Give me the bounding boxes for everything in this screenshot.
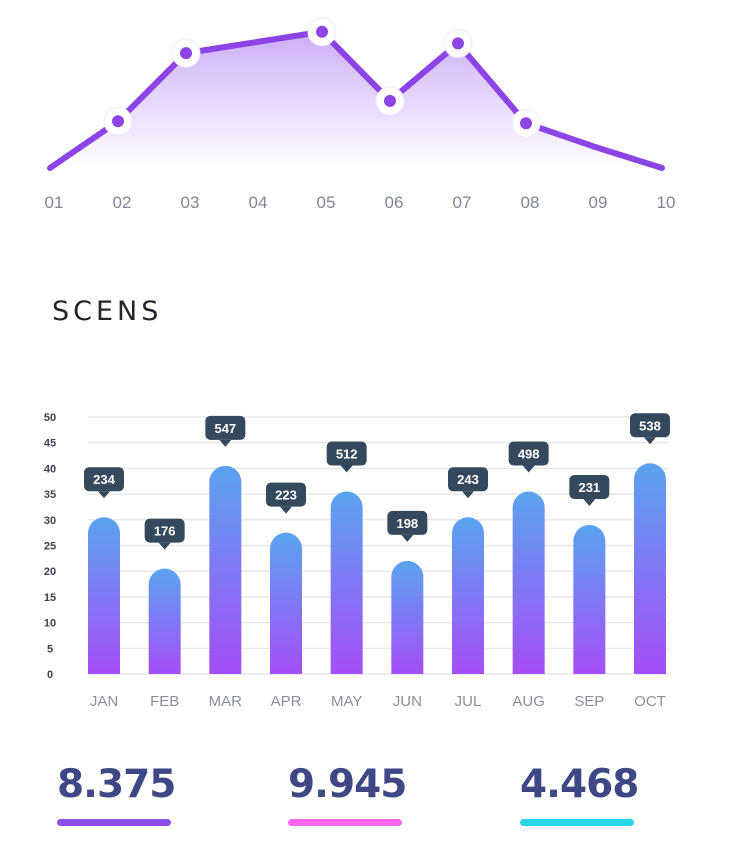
data-label-may: 512 (326, 441, 367, 473)
stat-value-2: 9.945 (288, 762, 407, 807)
stat-3: 4.468 (520, 762, 650, 826)
stat-2: 9.945 (288, 762, 418, 826)
y-tick-label: 10 (44, 618, 56, 630)
svg-text:231: 231 (578, 480, 600, 495)
x-tick-label: MAY (331, 693, 362, 710)
y-tick-label: 15 (44, 592, 56, 604)
data-point-06 (375, 86, 405, 116)
data-point-08 (511, 108, 541, 138)
y-tick-label: 25 (44, 541, 56, 553)
data-label-mar: 547 (205, 415, 246, 447)
x-tick-label: SEP (574, 693, 604, 710)
svg-text:223: 223 (275, 488, 297, 503)
stats-row: 8.375 9.945 4.468 (0, 762, 734, 842)
x-tick-label: 01 (45, 193, 64, 212)
y-tick-label: 5 (47, 643, 53, 655)
bar-jul (452, 517, 484, 674)
svg-text:243: 243 (457, 472, 479, 487)
line-chart: 01 02 03 04 05 06 07 08 09 10 (45, 17, 676, 212)
x-tick-label: 06 (385, 193, 404, 212)
y-tick-label: 30 (44, 515, 56, 527)
bar-apr (270, 532, 302, 674)
y-tick-label: 20 (44, 566, 56, 578)
x-tick-label: MAR (209, 693, 243, 710)
x-tick-label: JUL (455, 693, 482, 710)
bar-may (330, 491, 363, 674)
stat-underline-2 (288, 819, 402, 826)
y-tick-label: 45 (44, 438, 56, 450)
x-tick-label: JAN (90, 693, 118, 710)
x-tick-label: 04 (249, 193, 268, 212)
y-tick-label: 0 (47, 669, 53, 681)
data-label-jun: 198 (387, 510, 428, 542)
series-line (47, 28, 665, 171)
data-label-sep: 231 (569, 474, 610, 506)
data-point-05 (307, 17, 337, 47)
x-tick-label: 09 (589, 193, 608, 212)
x-tick-label: 08 (521, 193, 540, 212)
bar-oct (634, 463, 666, 674)
stat-underline-3 (520, 819, 634, 826)
bar-sep (573, 524, 606, 674)
x-tick-label: OCT (634, 693, 666, 710)
x-tick-label: 05 (317, 193, 336, 212)
x-tick-label: 02 (113, 193, 132, 212)
svg-text:512: 512 (336, 447, 358, 462)
svg-text:498: 498 (518, 447, 540, 462)
svg-text:198: 198 (396, 516, 418, 531)
svg-text:538: 538 (639, 418, 661, 433)
x-tick-label: AUG (512, 693, 545, 710)
stat-underline-1 (57, 819, 171, 826)
y-tick-label: 40 (44, 463, 56, 475)
svg-text:234: 234 (93, 472, 115, 487)
y-tick-label: 50 (44, 412, 56, 424)
data-label-oct: 538 (630, 413, 670, 445)
data-point-02 (103, 106, 133, 136)
x-tick-label: FEB (150, 693, 179, 710)
x-tick-label: 03 (181, 193, 200, 212)
x-tick-label: 10 (657, 193, 676, 212)
data-point-03 (171, 38, 201, 68)
stat-1: 8.375 (57, 762, 187, 826)
data-label-feb: 176 (144, 518, 185, 550)
svg-text:547: 547 (214, 421, 236, 436)
section-title: SCENS (52, 296, 163, 327)
stat-value-3: 4.468 (520, 762, 639, 807)
bar-feb (148, 568, 181, 674)
svg-text:176: 176 (154, 524, 176, 539)
x-tick-label: APR (271, 693, 302, 710)
stat-value-1: 8.375 (57, 762, 176, 807)
data-label-aug: 498 (508, 441, 549, 473)
bar-jan (88, 517, 120, 674)
data-label-apr: 223 (266, 482, 306, 514)
x-tick-label: JUN (393, 693, 422, 710)
y-tick-label: 35 (44, 489, 56, 501)
bar-mar (209, 465, 242, 674)
data-label-jan: 234 (84, 467, 124, 499)
data-point-07 (443, 28, 473, 58)
area-fill (50, 31, 662, 168)
bar-chart: 0 5 10 15 20 25 30 35 40 45 50 234 176 547 223 512 198 2… (44, 412, 670, 710)
data-label-jul: 243 (448, 467, 488, 499)
x-tick-label: 07 (453, 193, 472, 212)
bar-jun (391, 560, 424, 674)
bar-aug (512, 491, 545, 674)
